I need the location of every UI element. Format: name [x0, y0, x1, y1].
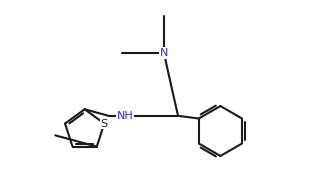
Text: S: S: [101, 118, 108, 129]
Text: N: N: [160, 48, 168, 58]
Text: NH: NH: [117, 111, 133, 121]
